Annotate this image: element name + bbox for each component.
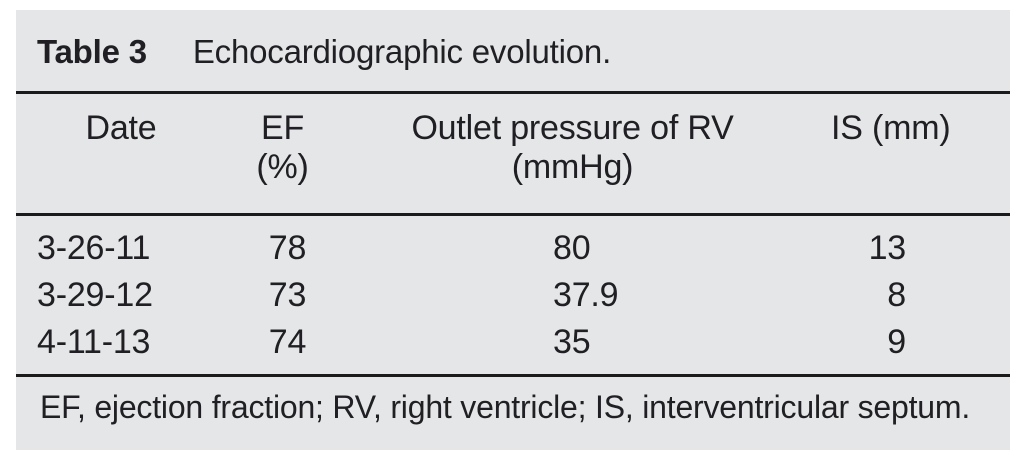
column-header-is-label: IS (mm) [831,109,951,147]
column-header-ef-unit: (%) [256,148,309,186]
column-header-ef-label: EF [260,109,305,147]
rule-bottom [16,374,1010,377]
column-header-date: Date [16,94,240,213]
table-panel: Table 3 Echocardiographic evolution. Date… [16,10,1010,450]
table-body: 3-26-11 78 80 13 3-29-12 73 37.9 8 4-11-… [16,216,1010,374]
column-header-ef: EF (%) [240,94,335,213]
table-row: 4-11-13 74 35 9 [16,319,1010,374]
cell-date: 4-11-13 [37,323,151,361]
cell-is: 9 [887,323,906,361]
column-header-rv-unit: (mmHg) [511,148,634,186]
column-header-date-label: Date [85,109,157,147]
cell-rv: 80 [553,229,591,267]
table-row: 3-26-11 78 80 13 [16,216,1010,272]
cell-date: 3-29-12 [37,276,153,314]
rule-middle [16,213,1010,216]
table-caption: Table 3 Echocardiographic evolution. [16,10,1010,91]
rule-top [16,91,1010,94]
cell-rv: 37.9 [553,276,619,314]
table-row: 3-29-12 73 37.9 8 [16,272,1010,319]
header-row: Date EF (%) Outlet pressure of RV (mmHg)… [16,94,1010,213]
table-header: Date EF (%) Outlet pressure of RV (mmHg)… [16,94,1010,213]
column-header-is: IS (mm) [810,94,1010,213]
cell-is: 13 [868,229,907,267]
column-header-rv-label: Outlet pressure of RV [411,109,734,147]
table-number-label: Table 3 [37,33,147,70]
table-title-text: Echocardiographic evolution. [192,33,612,70]
cell-ef: 74 [268,323,307,361]
cell-ef: 73 [268,276,307,314]
cell-date: 3-26-11 [37,229,151,267]
cell-rv: 35 [553,323,591,361]
table-footnote: EF, ejection fraction; RV, right ventric… [40,389,971,425]
column-header-rv-pressure: Outlet pressure of RV (mmHg) [335,94,810,213]
cell-is: 8 [887,276,906,314]
cell-ef: 78 [268,229,307,267]
